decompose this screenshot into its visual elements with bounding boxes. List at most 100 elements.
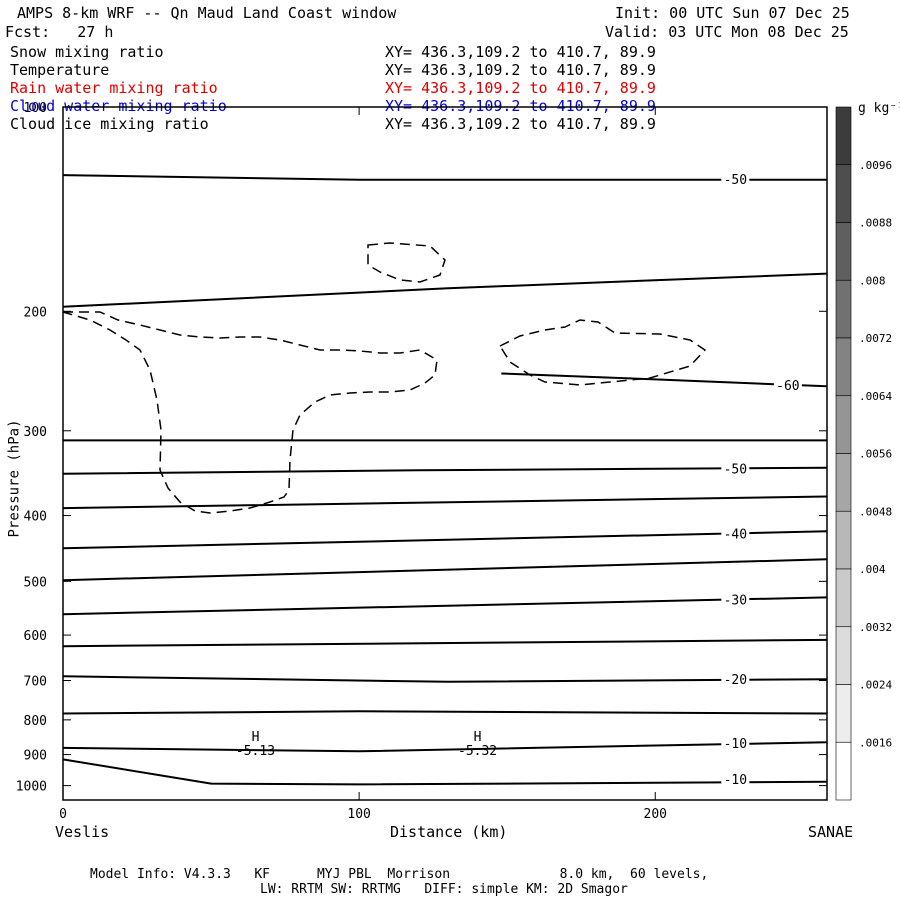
colorbar-swatch xyxy=(835,164,852,223)
colorbar-swatch xyxy=(835,106,852,166)
x-tick-label: 100 xyxy=(347,807,370,822)
colorbar-swatch xyxy=(835,741,852,801)
y-tick-label: 700 xyxy=(24,675,47,690)
colorbar-label: .004 xyxy=(859,563,886,576)
high-value: -5.13 xyxy=(236,744,275,759)
model-info-line2: LW: RRTM SW: RRTMG DIFF: simple KM: 2D S… xyxy=(260,882,628,897)
colorbar-swatch xyxy=(835,395,852,454)
temperature-contour xyxy=(62,675,828,683)
start-location: Veslis xyxy=(55,823,110,841)
contour-label-bg xyxy=(721,771,750,788)
contour-label: -10 xyxy=(724,737,747,752)
colorbar-swatch xyxy=(835,568,852,628)
colorbar-swatch xyxy=(835,626,852,685)
y-tick-label: 100 xyxy=(24,101,47,116)
forecast-hour: Fcst: 27 h xyxy=(5,23,114,41)
high-marker: H xyxy=(474,730,482,745)
init-time: Init: 00 UTC Sun 07 Dec 25 xyxy=(615,4,850,22)
temperature-contour xyxy=(62,174,827,181)
chart-title: AMPS 8-km WRF -- Qn Maud Land Coast wind… xyxy=(17,4,397,22)
high-value: -5.32 xyxy=(458,744,497,759)
temperature-contour xyxy=(62,596,828,616)
temperature-contour xyxy=(62,758,828,786)
temperature-contour xyxy=(62,530,828,550)
colorbar-label: .008 xyxy=(859,274,886,287)
contour-label: -40 xyxy=(724,527,747,542)
field-xy-snow: XY= 436.3,109.2 to 410.7, 89.9 xyxy=(385,43,656,61)
chart-axes: 100 200 300 400 500 600 700 800 900 1000 0 100 200 xyxy=(16,101,828,822)
field-xy-cloud-water: XY= 436.3,109.2 to 410.7, 89.9 xyxy=(385,97,656,115)
y-tick-label: 800 xyxy=(24,714,47,729)
contour-label: -30 xyxy=(724,593,747,608)
y-tick-label: 500 xyxy=(24,575,47,590)
colorbar-label: .0096 xyxy=(859,159,892,172)
contour-label: -20 xyxy=(724,673,747,688)
y-tick-label: 300 xyxy=(24,425,47,440)
colorbar-label: .0064 xyxy=(859,390,892,403)
colorbar-swatch xyxy=(835,453,852,512)
contour-label-bg xyxy=(721,591,750,608)
high-markers: H-5.13H-5.32 xyxy=(236,730,497,759)
snow-contour-west xyxy=(62,311,438,514)
colorbar-label: .0016 xyxy=(859,736,892,749)
temperature-contour xyxy=(62,638,828,648)
field-xy-temperature: XY= 436.3,109.2 to 410.7, 89.9 xyxy=(385,61,656,79)
snow-contour-top xyxy=(367,242,446,283)
colorbar-units: g kg⁻¹ xyxy=(858,101,900,116)
colorbar-label: .0024 xyxy=(859,679,892,692)
colorbar-label: .0048 xyxy=(859,505,892,518)
field-name-snow: Snow mixing ratio xyxy=(10,43,164,61)
colorbar-label: .0056 xyxy=(859,448,892,461)
valid-time: Valid: 03 UTC Mon 08 Dec 25 xyxy=(605,23,849,41)
contour-label-bg xyxy=(721,171,750,188)
field-name-cloud-ice: Cloud ice mixing ratio xyxy=(10,115,209,133)
high-marker: H xyxy=(252,730,260,745)
contour-label-bg xyxy=(721,670,750,687)
y-tick-label: 900 xyxy=(24,749,47,764)
colorbar-label: .0072 xyxy=(859,332,892,345)
temperature-contours xyxy=(62,174,828,786)
model-info-line1: Model Info: V4.3.3 KF MYJ PBL Morrison 8… xyxy=(90,867,709,882)
y-tick-label: 400 xyxy=(24,510,47,525)
field-xy-rain: XY= 436.3,109.2 to 410.7, 89.9 xyxy=(385,79,656,97)
end-location: SANAE xyxy=(808,823,854,841)
x-axis-label: Distance (km) xyxy=(390,823,508,841)
colorbar-label: .0032 xyxy=(859,621,892,634)
contour-label: -10 xyxy=(724,773,747,788)
temperature-contour xyxy=(62,710,828,715)
snow-contour-east xyxy=(498,319,707,386)
y-axis-label: Pressure (hPa) xyxy=(6,419,23,538)
field-name-temperature: Temperature xyxy=(10,61,110,79)
contour-label: -50 xyxy=(724,173,747,188)
snow-mixing-dashed-contours xyxy=(62,242,707,514)
colorbar-swatch xyxy=(835,222,852,281)
colorbar-swatch xyxy=(835,510,852,570)
temperature-contour xyxy=(62,741,828,753)
contour-label: -50 xyxy=(724,462,747,477)
temperature-contour xyxy=(62,558,828,582)
temperature-contour-labels: -50 -60 -50 -40 -30 -20 -10 -10 xyxy=(721,171,802,788)
contour-label-bg xyxy=(721,734,750,751)
plot-frame xyxy=(62,106,828,801)
temperature-contour xyxy=(62,272,828,308)
contour-label-bg xyxy=(773,376,802,393)
temperature-contour xyxy=(62,495,828,510)
temperature-contour xyxy=(62,466,828,475)
field-xy-cloud-ice: XY= 436.3,109.2 to 410.7, 89.9 xyxy=(385,115,656,133)
colorbar-swatch xyxy=(835,684,852,743)
x-tick-label: 200 xyxy=(644,807,667,822)
y-tick-label: 600 xyxy=(24,629,47,644)
field-name-rain: Rain water mixing ratio xyxy=(10,79,218,97)
x-tick-label: 0 xyxy=(59,807,67,822)
contour-label-bg xyxy=(721,525,750,542)
colorbar-label: .0088 xyxy=(859,217,892,230)
y-tick-label: 1000 xyxy=(16,780,47,795)
contour-label-bg xyxy=(721,460,750,477)
field-name-cloud-water: Cloud water mixing ratio xyxy=(10,97,227,115)
colorbar-swatch xyxy=(835,279,852,339)
colorbar: .0096 .0088 .008 .0072 .0064 .0056 .0048 .004 .0… xyxy=(835,106,892,801)
temperature-contour xyxy=(501,372,828,388)
y-tick-label: 200 xyxy=(24,305,47,320)
colorbar-swatch xyxy=(835,337,852,397)
